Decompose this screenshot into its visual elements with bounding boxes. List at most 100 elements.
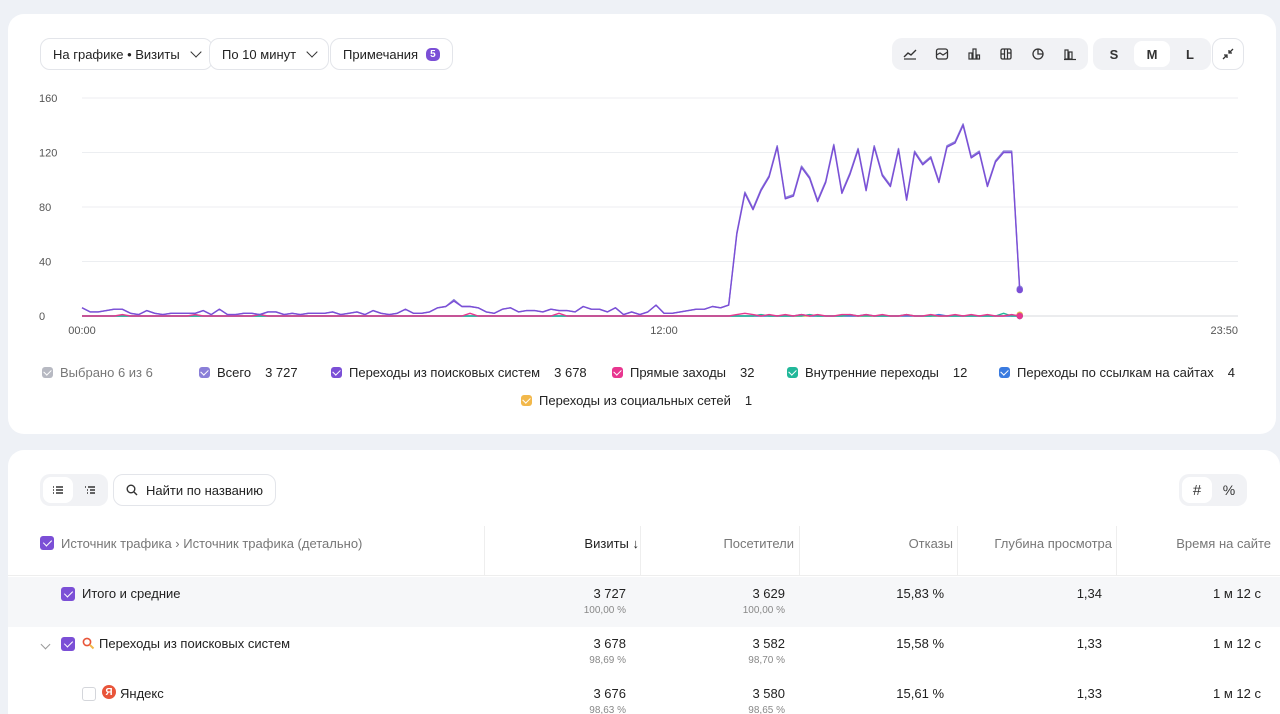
row-checkbox[interactable] [61,587,75,601]
notes-count-badge: 5 [426,47,440,61]
legend-label: Внутренние переходы [805,365,939,380]
legend-item[interactable]: Прямые заходы 32 [612,365,754,380]
y-tick-label: 80 [39,202,51,214]
absolute-values-button[interactable]: # [1182,477,1212,503]
col-bounce[interactable]: Отказы [908,536,953,551]
area-chart-icon[interactable] [927,41,957,67]
visitors-cell: 3 580 98,65 % [748,686,785,714]
time-cell: 1 м 12 с [1213,686,1261,701]
line-chart-icon[interactable] [895,41,925,67]
bar-chart-icon[interactable] [959,41,989,67]
legend-label: Всего [217,365,252,380]
expand-chevron-icon[interactable] [40,639,51,650]
chart-card: На графике • Визиты По 10 минут Примечан… [8,14,1276,434]
metric-select-label: На графике • Визиты [53,46,180,62]
group-header: Источник трафика › Источник трафика (дет… [61,536,363,551]
size-s-button[interactable]: S [1109,46,1119,62]
yandex-logo-icon: Я [102,685,116,699]
legend-value: 3 678 [554,365,587,380]
size-l-button[interactable]: L [1186,46,1194,62]
search-button[interactable]: Найти по названию [113,474,276,506]
legend-item[interactable]: Переходы по ссылкам на сайтах 4 [999,365,1235,380]
legend-checkbox[interactable] [331,367,342,378]
legend-value: 4 [1227,365,1235,380]
row-name[interactable]: Яндекс [120,686,164,701]
search-engine-icon [82,637,95,650]
legend-selected[interactable]: Выбрано 6 из 6 [42,365,153,380]
col-time[interactable]: Время на сайте [1176,536,1271,551]
visits-cell: 3 727 100,00 % [584,586,626,616]
visitors-pct: 98,65 % [748,705,785,714]
column-chart-icon[interactable] [1055,41,1085,67]
col-visitors[interactable]: Посетители [723,536,794,551]
collapse-button[interactable] [1212,38,1244,70]
series-end-point [1016,312,1023,320]
value-format-group: # % [1179,474,1247,506]
legend-label: Переходы по ссылкам на сайтах [1017,365,1214,380]
series-line [81,124,1021,316]
table-card: Найти по названию # % Источник трафика ›… [8,450,1280,714]
legend-checkbox[interactable] [521,395,532,406]
depth-cell: 1,33 [1076,686,1102,701]
y-tick-label: 40 [39,257,51,269]
visitors-value: 3 582 [752,636,785,651]
depth-cell: 1,34 [1076,586,1102,601]
legend-item[interactable]: Внутренние переходы 12 [787,365,967,380]
notes-button[interactable]: Примечания 5 [330,38,453,70]
bounce-cell: 15,83 % [896,586,944,601]
size-m-button[interactable]: M [1134,41,1170,67]
interval-select[interactable]: По 10 минут [209,38,330,70]
col-depth[interactable]: Глубина просмотра [994,536,1112,551]
table-header: Источник трафика › Источник трафика (дет… [8,526,1280,576]
legend-label: Переходы из социальных сетей [539,393,731,408]
pie-chart-icon[interactable] [1023,41,1053,67]
row-checkbox[interactable] [82,687,96,701]
col-visits[interactable]: Визиты ↓ [584,536,639,551]
legend-checkbox[interactable] [612,367,623,378]
x-tick-label: 12:00 [650,325,678,337]
legend-checkbox[interactable] [787,367,798,378]
legend-checkbox[interactable] [42,367,53,378]
table-row: Переходы из поисковых систем 3 678 98,69 … [8,627,1280,677]
visits-pct: 98,69 % [589,655,626,666]
legend-label: Переходы из поисковых систем [349,365,541,380]
size-group: S M L [1093,38,1211,70]
interval-select-label: По 10 минут [222,46,297,62]
select-all-checkbox[interactable] [40,536,54,550]
row-name: Итого и средние [82,586,181,601]
y-tick-label: 120 [39,148,57,160]
metric-select[interactable]: На графике • Визиты [40,38,213,70]
legend-item[interactable]: Переходы из поисковых систем 3 678 [331,365,587,380]
visitors-cell: 3 629 100,00 % [743,586,785,616]
time-cell: 1 м 12 с [1213,636,1261,651]
visitors-pct: 98,70 % [748,655,785,666]
view-toggle-group [40,474,108,506]
series-end-point [1016,286,1023,294]
y-tick-label: 0 [39,311,45,323]
legend-item[interactable]: Переходы из социальных сетей 1 [521,393,752,408]
legend-value: 3 727 [265,365,298,380]
x-tick-label: 00:00 [68,325,96,337]
percent-values-button[interactable]: % [1222,482,1236,498]
legend-checkbox[interactable] [199,367,210,378]
legend-selected-label: Выбрано 6 из 6 [60,365,153,380]
x-tick-label: 23:50 [1210,325,1238,337]
chart-type-group [892,38,1088,70]
depth-cell: 1,33 [1076,636,1102,651]
stacked-bar-icon[interactable] [991,41,1021,67]
search-icon [126,484,138,496]
visitors-value: 3 580 [752,686,785,701]
legend-checkbox[interactable] [999,367,1010,378]
bounce-cell: 15,58 % [896,636,944,651]
legend-value: 32 [740,365,755,380]
tree-view-icon[interactable] [75,477,105,503]
visits-cell: 3 678 98,69 % [589,636,626,666]
line-chart: 0 40 80 120 160 00:00 12:00 23:50 [39,93,1238,337]
time-cell: 1 м 12 с [1213,586,1261,601]
legend-item[interactable]: Всего 3 727 [199,365,298,380]
row-checkbox[interactable] [61,637,75,651]
bounce-cell: 15,61 % [896,686,944,701]
row-name[interactable]: Переходы из поисковых систем [99,636,291,651]
list-view-icon[interactable] [43,477,73,503]
visitors-value: 3 629 [752,586,785,601]
